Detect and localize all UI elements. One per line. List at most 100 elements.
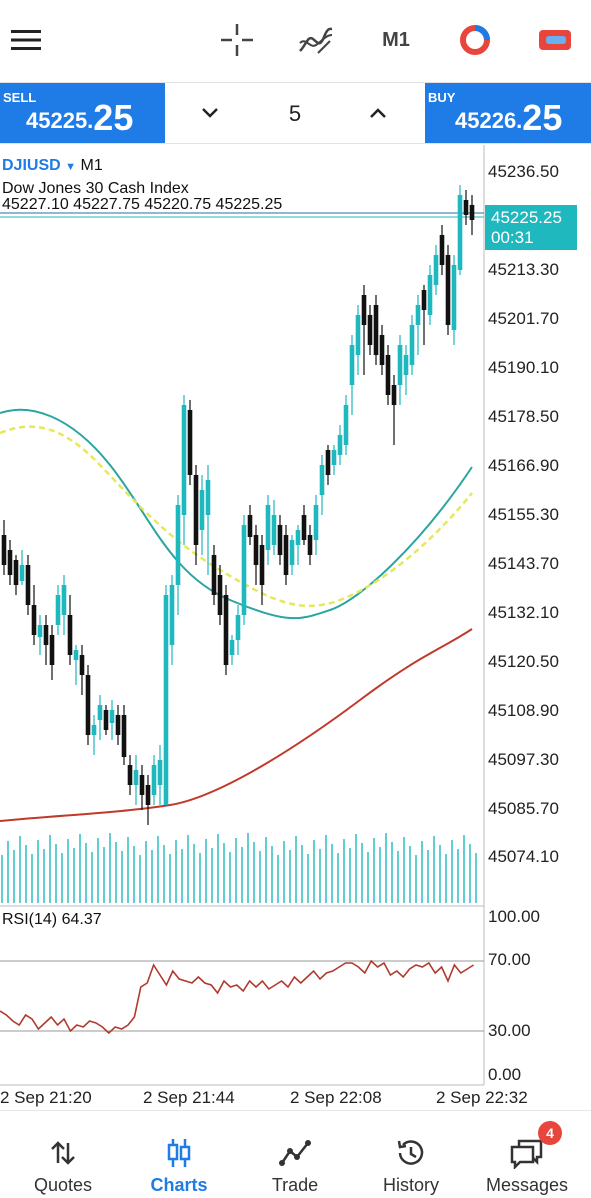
nav-history[interactable]: History <box>352 1111 470 1198</box>
candle-body <box>25 565 31 605</box>
candle-body <box>145 785 151 805</box>
candle-body <box>55 595 61 625</box>
candle-body <box>301 515 307 540</box>
candle-body <box>157 760 163 785</box>
price-axis-label: 45074.10 <box>488 847 559 866</box>
candle-body <box>421 290 427 310</box>
price-axis-label: 45213.30 <box>488 260 559 279</box>
buy-label: BUY <box>428 90 456 105</box>
candle-body <box>403 355 409 375</box>
candle-body <box>7 550 13 575</box>
price-axis-label: 45132.10 <box>488 603 559 622</box>
candle-body <box>229 640 235 655</box>
sell-button[interactable]: SELL 45225.25 <box>0 83 165 143</box>
candle-body <box>73 650 79 660</box>
candle-body <box>439 235 445 265</box>
candle-body <box>259 545 265 585</box>
lot-increase-button[interactable] <box>358 93 398 133</box>
one-click-trade-panel: SELL 45225.25 5 BUY 45226.25 <box>0 82 591 144</box>
candle-body <box>319 465 325 495</box>
candle-body <box>193 475 199 545</box>
current-price-tag: 45225.25 00:31 <box>485 205 577 250</box>
candle-body <box>451 265 457 330</box>
rsi-axis-label: 30.00 <box>488 1021 531 1040</box>
candle-body <box>379 335 385 365</box>
trade-icon[interactable] <box>533 18 577 62</box>
candle-body <box>31 605 37 635</box>
price-axis-label: 45178.50 <box>488 407 559 426</box>
lot-size-input[interactable]: 5 <box>288 101 302 126</box>
candle-body <box>409 325 415 365</box>
candle-body <box>373 305 379 355</box>
objects-icon[interactable] <box>453 18 497 62</box>
candle-body <box>1 535 7 565</box>
rsi-line <box>0 959 475 1035</box>
candle-body <box>151 765 157 795</box>
candle-body <box>427 275 433 315</box>
time-axis-label: 2 Sep 21:20 <box>0 1088 92 1107</box>
chart-description: Dow Jones 30 Cash Index <box>2 180 189 197</box>
nav-messages[interactable]: 4 Messages <box>468 1111 586 1198</box>
candle-body <box>103 710 109 730</box>
bottom-navigation: Quotes Charts Trade History 4 Messages <box>0 1110 591 1198</box>
candle-body <box>187 410 193 475</box>
candle-body <box>415 305 421 325</box>
rsi-axis-label: 70.00 <box>488 950 531 969</box>
messages-icon <box>507 1133 547 1173</box>
price-chart[interactable]: DJIUSD ▼ M1 Dow Jones 30 Cash Index 4522… <box>0 145 591 1110</box>
nav-quotes[interactable]: Quotes <box>4 1111 122 1198</box>
candle-body <box>367 315 373 345</box>
trade-chart-icon <box>275 1133 315 1173</box>
candle-body <box>433 255 439 285</box>
candle-body <box>295 530 301 545</box>
candle-body <box>331 450 337 465</box>
candle-body <box>469 205 475 220</box>
price-axis-label: 45143.70 <box>488 554 559 573</box>
rsi-axis-label: 0.00 <box>488 1065 522 1084</box>
candle-body <box>457 195 463 270</box>
indicators-icon[interactable] <box>294 18 338 62</box>
candle-body <box>289 540 295 565</box>
candle-body <box>307 535 313 555</box>
sell-label: SELL <box>3 90 37 105</box>
price-axis-label: 45155.30 <box>488 505 559 524</box>
candle-body <box>97 705 103 720</box>
candle-body <box>343 405 349 445</box>
price-axis-label: 45236.50 <box>488 162 559 181</box>
candle-body <box>241 525 247 615</box>
candle-body <box>223 595 229 665</box>
candle-body <box>115 715 121 735</box>
chart-canvas[interactable] <box>0 145 591 1110</box>
candle-body <box>463 200 469 215</box>
candle-body <box>313 505 319 540</box>
candle-body <box>37 625 43 637</box>
candle-body <box>247 515 253 537</box>
sell-price: 45225.25 <box>26 97 134 138</box>
candle-body <box>265 505 271 550</box>
lot-decrease-button[interactable] <box>190 93 230 133</box>
rsi-label: RSI(14) 64.37 <box>2 911 102 928</box>
candle-body <box>85 675 91 735</box>
candle-body <box>61 585 67 615</box>
chart-symbol: DJIUSD ▼ M1 <box>2 157 103 174</box>
timeframe-button[interactable]: M1 <box>382 28 410 51</box>
menu-icon[interactable] <box>4 18 48 62</box>
crosshair-icon[interactable] <box>215 18 259 62</box>
charts-icon <box>159 1133 199 1173</box>
nav-charts[interactable]: Charts <box>120 1111 238 1198</box>
price-axis-label: 45190.10 <box>488 358 559 377</box>
chart-ohlc: 45227.10 45227.75 45220.75 45225.25 <box>2 196 283 213</box>
candle-body <box>337 435 343 455</box>
candle-body <box>277 525 283 555</box>
candle-body <box>43 625 49 645</box>
ma-fast-line <box>0 408 473 620</box>
time-axis-label: 2 Sep 22:32 <box>436 1088 528 1107</box>
messages-badge: 4 <box>538 1121 562 1145</box>
candle-body <box>175 505 181 585</box>
price-axis-label: 45201.70 <box>488 309 559 328</box>
buy-button[interactable]: BUY 45226.25 <box>425 83 591 143</box>
nav-trade[interactable]: Trade <box>236 1111 354 1198</box>
candle-body <box>169 585 175 645</box>
candle-body <box>67 615 73 655</box>
time-axis-label: 2 Sep 22:08 <box>290 1088 382 1107</box>
